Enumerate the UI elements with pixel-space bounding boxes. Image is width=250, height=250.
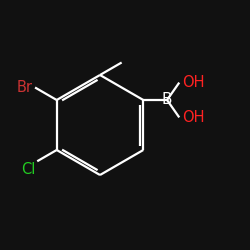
Text: OH: OH <box>182 75 204 90</box>
Text: OH: OH <box>182 110 204 125</box>
Text: Cl: Cl <box>22 162 36 178</box>
Text: Br: Br <box>16 80 32 95</box>
Text: B: B <box>162 92 172 108</box>
